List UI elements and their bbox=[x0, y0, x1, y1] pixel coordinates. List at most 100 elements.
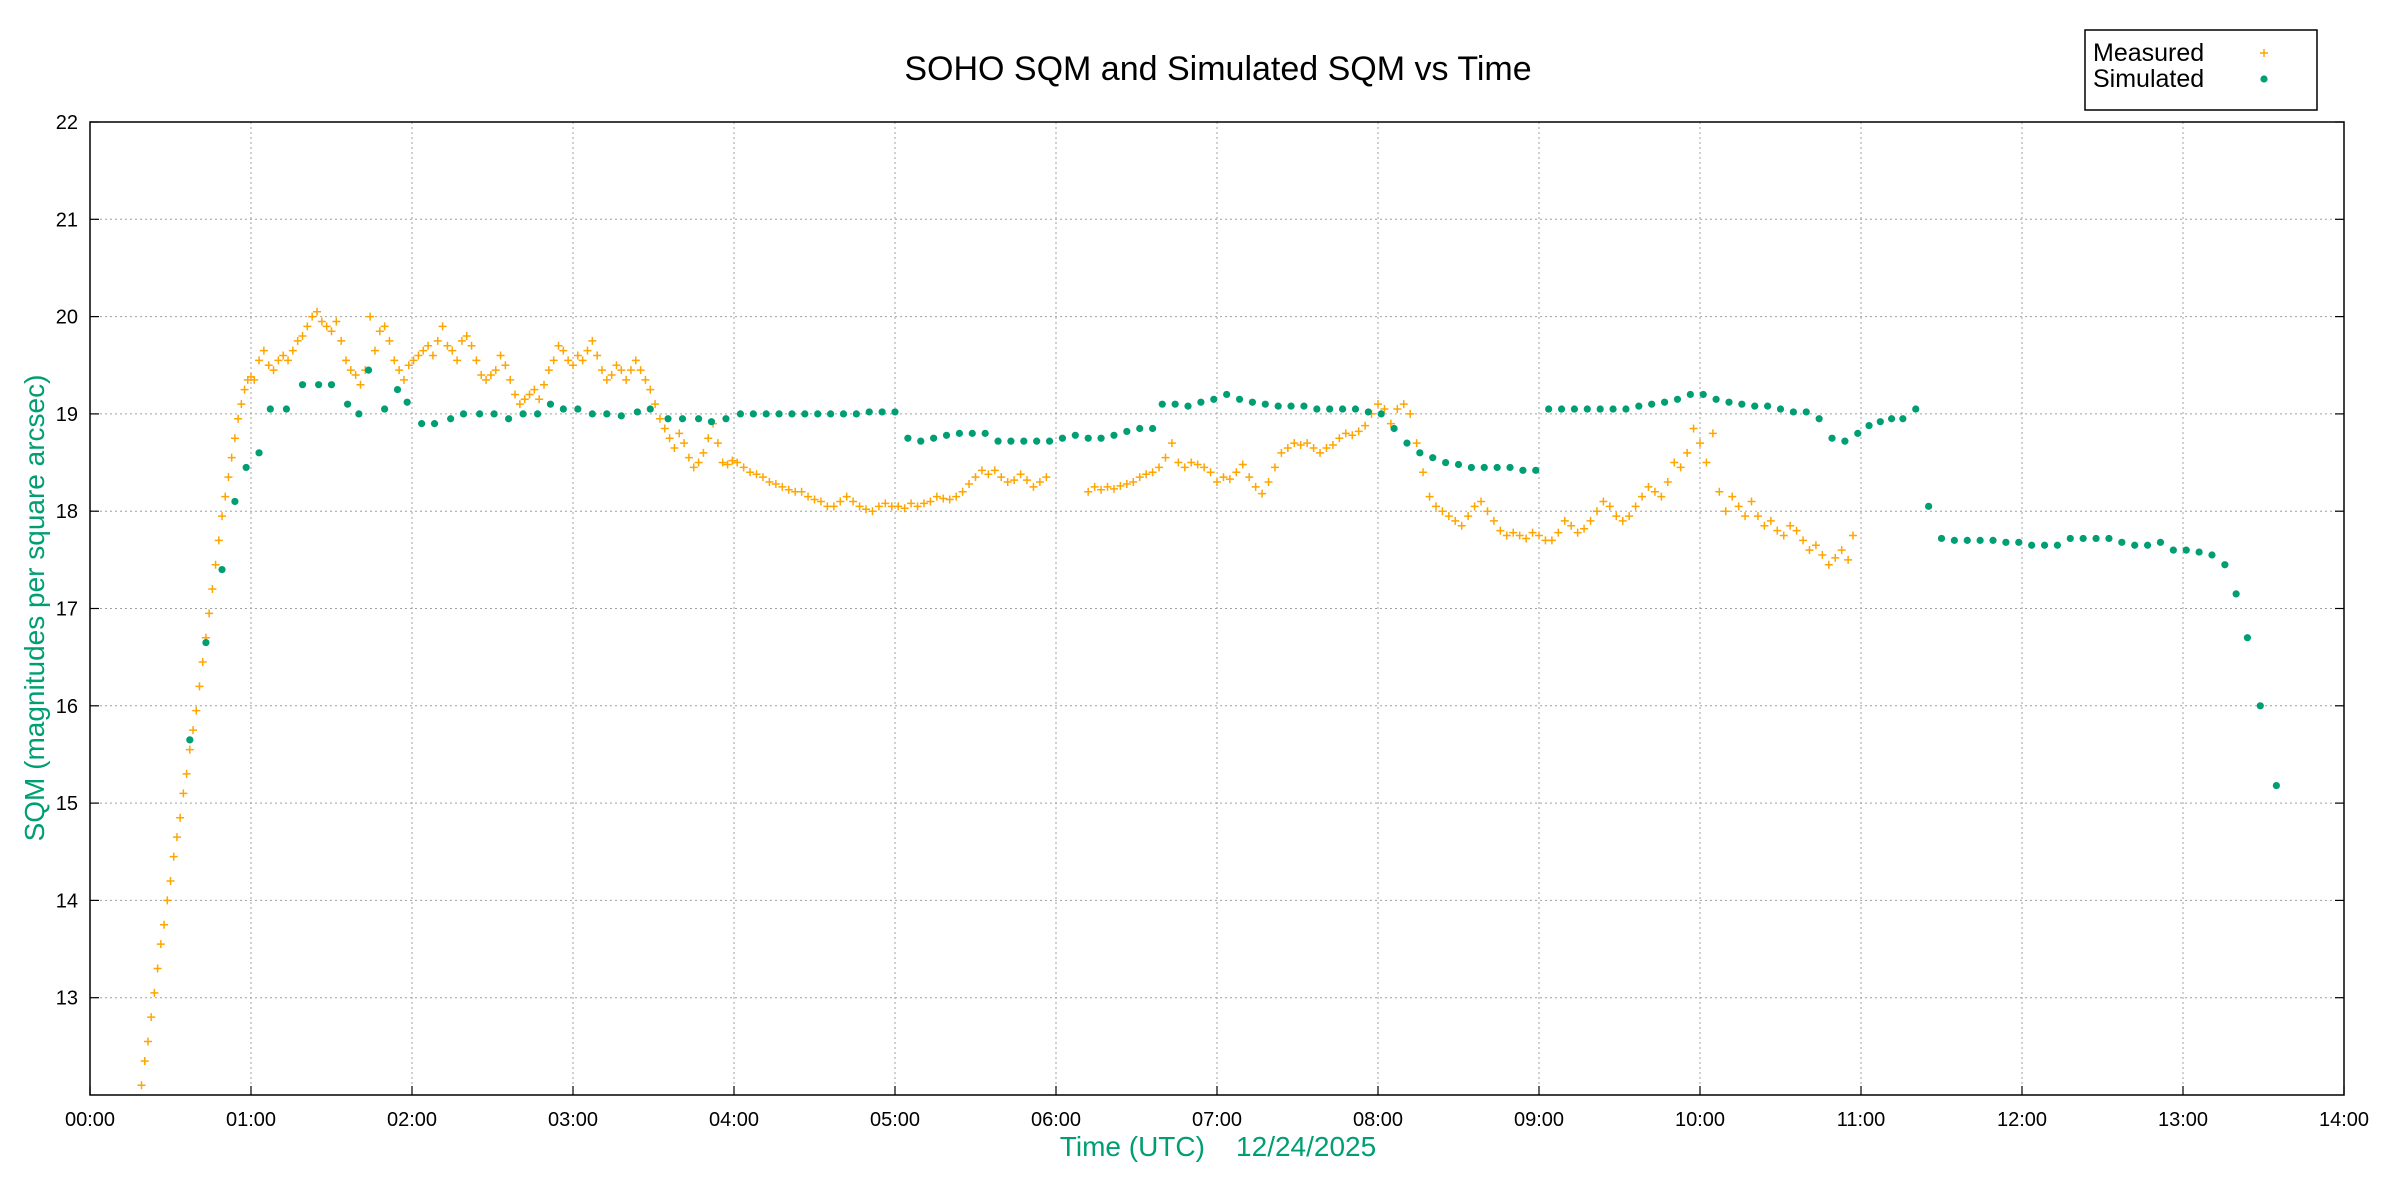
measured-point bbox=[515, 400, 524, 409]
simulated-point bbox=[2256, 702, 2264, 710]
simulated-point bbox=[955, 429, 964, 437]
measured-point bbox=[1003, 478, 1012, 487]
measured-point bbox=[506, 375, 515, 384]
measured-point bbox=[816, 497, 825, 506]
simulated-point bbox=[2195, 548, 2203, 556]
x-tick-label: 14:00 bbox=[2319, 1109, 2369, 1131]
measured-point bbox=[482, 375, 491, 384]
measured-point bbox=[453, 356, 462, 365]
simulated-point bbox=[1084, 434, 1092, 442]
simulated-point bbox=[1197, 398, 1205, 406]
measured-point bbox=[1341, 429, 1350, 438]
simulated-point bbox=[1007, 437, 1015, 445]
measured-point bbox=[926, 497, 935, 506]
measured-point bbox=[1592, 507, 1601, 516]
measured-point bbox=[804, 492, 813, 501]
measured-point bbox=[211, 560, 220, 569]
measured-point bbox=[1116, 481, 1125, 490]
simulated-point bbox=[574, 405, 582, 413]
simulated-point bbox=[1158, 400, 1166, 408]
simulated-point bbox=[1622, 405, 1630, 413]
measured-point bbox=[641, 375, 650, 384]
simulated-point bbox=[1912, 405, 1920, 413]
measured-point bbox=[1741, 512, 1750, 521]
measured-point bbox=[1605, 502, 1614, 511]
measured-point bbox=[746, 468, 755, 477]
measured-point bbox=[713, 439, 722, 448]
x-tick-label: 06:00 bbox=[1031, 1109, 1081, 1131]
measured-point bbox=[704, 434, 713, 443]
measured-point bbox=[150, 988, 159, 997]
measured-point bbox=[984, 470, 993, 479]
simulated-point bbox=[533, 410, 542, 418]
measured-point bbox=[1528, 528, 1537, 537]
measured-point bbox=[221, 492, 230, 501]
y-tick-label: 13 bbox=[56, 988, 78, 1010]
measured-point bbox=[723, 460, 732, 469]
measured-point bbox=[868, 507, 877, 516]
measured-point bbox=[689, 463, 698, 472]
simulated-point bbox=[2156, 538, 2165, 546]
simulated-point bbox=[1223, 390, 1231, 399]
y-tick-label: 15 bbox=[56, 793, 78, 815]
simulated-point bbox=[775, 410, 783, 418]
measured-point bbox=[472, 356, 481, 365]
measured-point bbox=[1029, 482, 1038, 491]
measured-point bbox=[1683, 448, 1692, 457]
simulated-point bbox=[1287, 402, 1295, 410]
measured-point bbox=[1348, 431, 1357, 440]
measured-point bbox=[588, 336, 597, 345]
measured-point bbox=[939, 494, 948, 503]
simulated-point bbox=[1899, 415, 1907, 423]
simulated-point bbox=[1776, 405, 1785, 413]
simulated-point bbox=[865, 408, 873, 416]
measured-point bbox=[997, 473, 1006, 482]
simulated-point bbox=[2079, 534, 2087, 543]
simulated-point bbox=[994, 437, 1002, 445]
measured-point bbox=[274, 356, 283, 365]
measured-point bbox=[842, 492, 851, 501]
simulated-point bbox=[749, 410, 757, 418]
measured-point bbox=[390, 356, 399, 365]
measured-point bbox=[1264, 478, 1273, 487]
simulated-point bbox=[231, 497, 239, 506]
measured-point bbox=[1238, 460, 1247, 469]
y-tick-label: 20 bbox=[56, 307, 78, 329]
simulated-point bbox=[1261, 400, 1269, 408]
x-axis-label: Time (UTC) 12/24/2025 bbox=[1060, 1131, 1376, 1162]
measured-point bbox=[205, 609, 214, 618]
measured-point bbox=[1103, 482, 1112, 491]
measured-point bbox=[554, 341, 563, 350]
legend-marker-measured-plus bbox=[2260, 49, 2268, 57]
simulated-point bbox=[282, 405, 291, 413]
simulated-point bbox=[2092, 534, 2100, 543]
measured-point bbox=[1650, 487, 1659, 496]
measured-point bbox=[894, 502, 903, 511]
simulated-point bbox=[1506, 463, 1514, 472]
measured-point bbox=[1515, 531, 1524, 540]
simulated-point bbox=[344, 400, 352, 408]
measured-point bbox=[366, 312, 375, 321]
measured-point bbox=[169, 852, 178, 861]
simulated-point bbox=[1865, 421, 1873, 430]
x-tick-label: 12:00 bbox=[1997, 1109, 2047, 1131]
simulated-point bbox=[1648, 400, 1656, 408]
measured-point bbox=[1689, 424, 1698, 433]
measured-point bbox=[250, 375, 259, 384]
measured-point bbox=[540, 380, 549, 389]
measured-point bbox=[1135, 473, 1144, 482]
simulated-point bbox=[891, 408, 899, 416]
measured-point bbox=[380, 322, 389, 331]
measured-point bbox=[544, 366, 553, 375]
measured-point bbox=[1586, 516, 1595, 525]
legend-label-simulated: Simulated bbox=[2093, 65, 2204, 93]
measured-point bbox=[195, 682, 204, 691]
measured-point bbox=[1470, 502, 1479, 511]
measured-point bbox=[1457, 521, 1466, 530]
measured-point bbox=[1625, 512, 1634, 521]
measured-point bbox=[559, 346, 568, 355]
simulated-point bbox=[852, 410, 860, 418]
measured-point bbox=[313, 307, 322, 316]
measured-point bbox=[143, 1037, 152, 1046]
simulated-point bbox=[801, 410, 809, 418]
